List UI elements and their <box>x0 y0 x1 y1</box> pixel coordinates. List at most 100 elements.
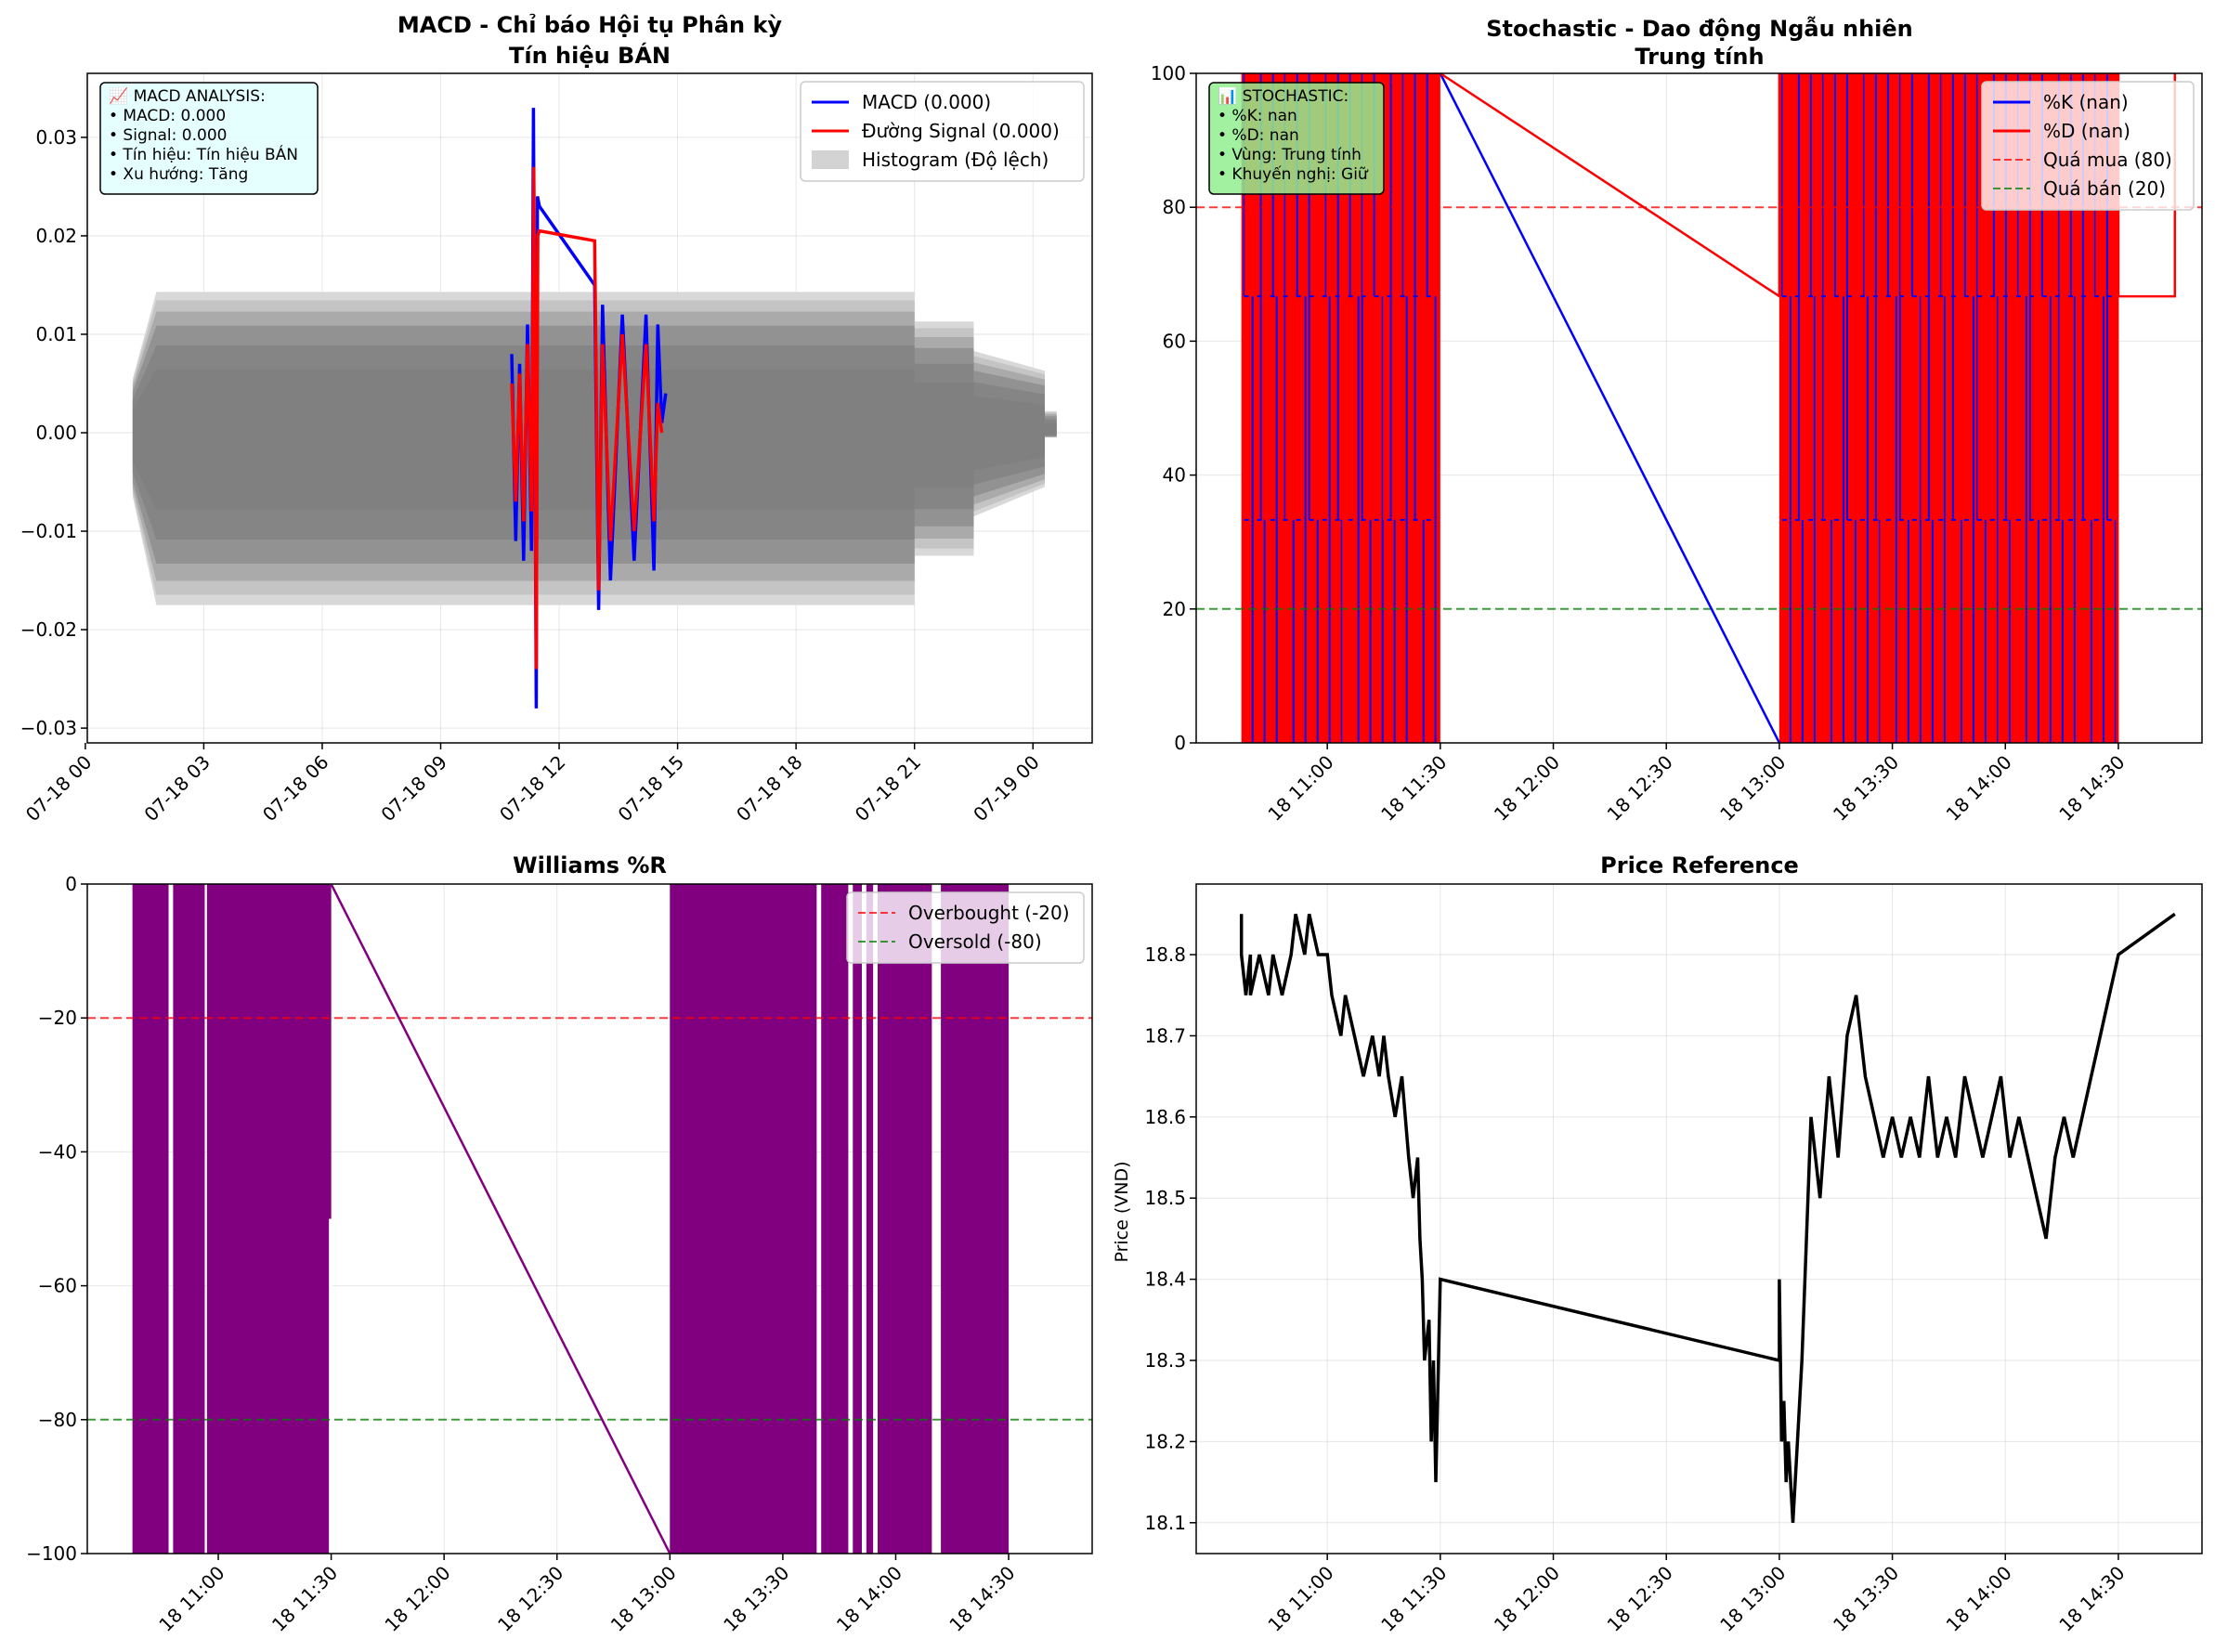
info-box-frame <box>1208 82 1385 195</box>
plot-content <box>132 108 1057 709</box>
dense-block-fill <box>878 884 932 1554</box>
price-y-axis-label: Price (VND) <box>1112 1161 1132 1262</box>
info-line: • Xu hướng: Tăng <box>109 165 248 184</box>
legend-label: Quá bán (20) <box>2043 177 2166 200</box>
y-tick-label: 0.02 <box>35 225 77 247</box>
dense-block-fill <box>670 884 817 1554</box>
dense-block-6 <box>866 884 874 1554</box>
y-tick-label: 18.7 <box>1144 1024 1186 1047</box>
y-tick-label: −0.03 <box>20 717 77 739</box>
y-tick-label: 0.03 <box>35 126 77 149</box>
y-tick-label: −0.01 <box>20 520 77 542</box>
axes-frame <box>1195 883 2203 1554</box>
dense-block-7 <box>878 884 932 1554</box>
dense-block-fill <box>866 884 874 1554</box>
info-box-frame <box>99 82 319 195</box>
dense-block-4 <box>821 884 849 1554</box>
y-tick-label: 100 <box>1151 62 1186 85</box>
series-line-0 <box>1439 73 1781 743</box>
dense-block-5 <box>853 884 862 1554</box>
info-line: • Tín hiệu: Tín hiệu BÁN <box>109 144 298 164</box>
y-tick-label: −0.02 <box>20 618 77 641</box>
stochastic-subtitle: Trung tính <box>1635 44 1764 70</box>
y-tick-label: 0.00 <box>35 422 77 444</box>
info-line: • Signal: 0.000 <box>109 126 227 145</box>
info-line: • Khuyến nghị: Giữ <box>1218 164 1369 184</box>
legend-box <box>800 81 1085 182</box>
legend-label: MACD (0.000) <box>862 91 991 113</box>
axes-frame <box>86 72 1093 744</box>
macd-subtitle: Tín hiệu BÁN <box>509 42 671 69</box>
dense-block-2 <box>206 884 332 1554</box>
dense-block-fill <box>173 884 205 1554</box>
legend: %K (nan) %D (nan) Quá mua (80) Quá bán (20) <box>1981 81 2195 211</box>
y-tick-label: −20 <box>38 1007 77 1029</box>
histogram-band-5 <box>132 369 1057 511</box>
dense-block-8 <box>941 884 1010 1554</box>
plot-content <box>87 884 1092 1554</box>
info-box: 📊 STOCHASTIC:• %K: nan• %D: nan• Vùng: T… <box>1208 82 1385 195</box>
price-title: Price Reference <box>1600 852 1799 878</box>
legend-label: Đường Signal (0.000) <box>862 120 1060 142</box>
info-line: • Vùng: Trung tính <box>1218 146 1362 164</box>
dense-block-fill <box>132 884 169 1554</box>
y-tick-label: 0.01 <box>35 323 77 345</box>
series-line-0 <box>1239 912 2176 1523</box>
plot-content <box>1239 912 2176 1523</box>
info-line: 📈 MACD ANALYSIS: <box>109 86 266 106</box>
y-tick-label: 18.5 <box>1144 1187 1186 1209</box>
y-tick-label: 20 <box>1163 598 1186 620</box>
macd-panel: MACD - Chỉ báo Hội tụ Phân kỳ Tín hiệu B… <box>20 12 1093 826</box>
legend-swatch <box>812 150 849 169</box>
grid-lines <box>1196 884 2202 1554</box>
y-tick-label: 18.1 <box>1144 1512 1186 1534</box>
y-tick-label: 18.3 <box>1144 1349 1186 1372</box>
series-line-1 <box>1440 73 2177 299</box>
series-line-0 <box>330 884 671 1554</box>
stochastic-title: Stochastic - Dao động Ngẫu nhiên <box>1486 15 1913 42</box>
dense-block-fill <box>821 884 849 1554</box>
info-line: • MACD: 0.000 <box>109 107 226 125</box>
series-line-1 <box>510 166 664 670</box>
dense-block-1 <box>173 884 205 1554</box>
y-tick-label: 60 <box>1163 330 1186 352</box>
info-box: 📈 MACD ANALYSIS:• MACD: 0.000• Signal: 0… <box>99 82 319 195</box>
info-line: • %K: nan <box>1218 107 1297 125</box>
legend-label: Oversold (-80) <box>908 930 1042 953</box>
y-tick-label: 18.8 <box>1144 943 1186 966</box>
y-tick-label: 80 <box>1163 196 1186 218</box>
legend-label: Histogram (Độ lệch) <box>862 149 1049 171</box>
y-tick-label: −80 <box>38 1409 77 1431</box>
y-tick-label: 18.4 <box>1144 1268 1186 1291</box>
macd-title: MACD - Chỉ báo Hội tụ Phân kỳ <box>397 12 783 38</box>
dense-block-fill <box>206 884 332 1554</box>
dense-block-fill <box>941 884 1010 1554</box>
axes-frame <box>1195 72 2203 744</box>
info-line: • %D: nan <box>1218 126 1299 145</box>
dense-block-0 <box>132 884 169 1554</box>
y-tick-label: 0 <box>65 873 77 895</box>
stochastic-panel: Stochastic - Dao động Ngẫu nhiên Trung t… <box>1151 15 2203 826</box>
legend-box <box>1981 81 2195 211</box>
legend-label: Overbought (-20) <box>908 902 1070 924</box>
legend-label: %D (nan) <box>2043 120 2130 142</box>
williams-notch <box>329 1218 333 1554</box>
legend-box <box>846 891 1085 964</box>
y-tick-label: −100 <box>26 1542 77 1565</box>
y-tick-label: 18.6 <box>1144 1106 1186 1128</box>
legend-label: Quá mua (80) <box>2043 149 2172 171</box>
info-line: 📊 STOCHASTIC: <box>1218 86 1349 106</box>
legend: Overbought (-20) Oversold (-80) <box>846 891 1085 964</box>
williams-title: Williams %R <box>513 852 667 878</box>
axes-frame <box>86 883 1093 1554</box>
y-tick-label: −60 <box>38 1275 77 1297</box>
y-tick-label: 18.2 <box>1144 1430 1186 1452</box>
dense-block-fill <box>853 884 862 1554</box>
y-tick-label: 0 <box>1174 732 1186 754</box>
y-tick-label: −40 <box>38 1140 77 1163</box>
